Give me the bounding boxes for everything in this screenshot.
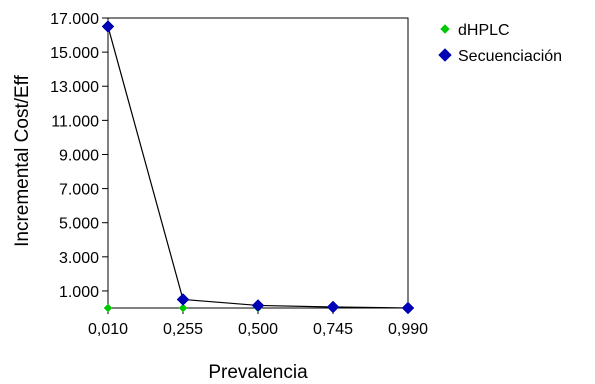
data-point-2 — [401, 301, 415, 315]
y-tick-label: 17.000 — [50, 11, 99, 28]
legend-marker — [438, 48, 452, 62]
y-tick-label: 7.000 — [59, 182, 99, 199]
plot-area — [107, 17, 409, 309]
y-axis-title: Incremental Cost/Eff — [12, 74, 33, 247]
data-point-2 — [176, 293, 190, 306]
data-point-2 — [326, 300, 340, 314]
legend-marker — [440, 24, 450, 34]
x-axis-title: Prevalencia — [208, 362, 308, 383]
x-tick-label: 0,745 — [313, 321, 353, 338]
y-tick-label: 5.000 — [59, 216, 99, 233]
data-point-1 — [103, 303, 113, 313]
data-point-2 — [101, 20, 115, 33]
y-axis: 1.000 3.000 5.000 7.000 9.000 11.000 13.000 15.… — [50, 11, 108, 301]
y-tick-label: 3.000 — [59, 250, 99, 267]
x-tick-label: 0,500 — [238, 321, 278, 338]
x-tick-label: 0,010 — [88, 321, 128, 338]
data-point-1 — [178, 303, 188, 313]
legend: dHPLC Secuenciación — [438, 22, 562, 65]
x-axis: 0,010 0,255 0,500 0,745 0,990 — [88, 308, 428, 338]
legend-label: dHPLC — [458, 22, 510, 39]
series-layer — [101, 20, 415, 315]
y-tick-label: 15.000 — [50, 45, 99, 62]
y-tick-label: 9.000 — [59, 147, 99, 164]
y-tick-label: 1.000 — [59, 284, 99, 301]
data-point-2 — [251, 299, 265, 312]
x-tick-label: 0,255 — [163, 321, 203, 338]
x-tick-label: 0,990 — [388, 321, 428, 338]
legend-label: Secuenciación — [458, 48, 562, 65]
y-tick-label: 11.000 — [51, 113, 99, 130]
y-tick-label: 13.000 — [50, 79, 99, 96]
